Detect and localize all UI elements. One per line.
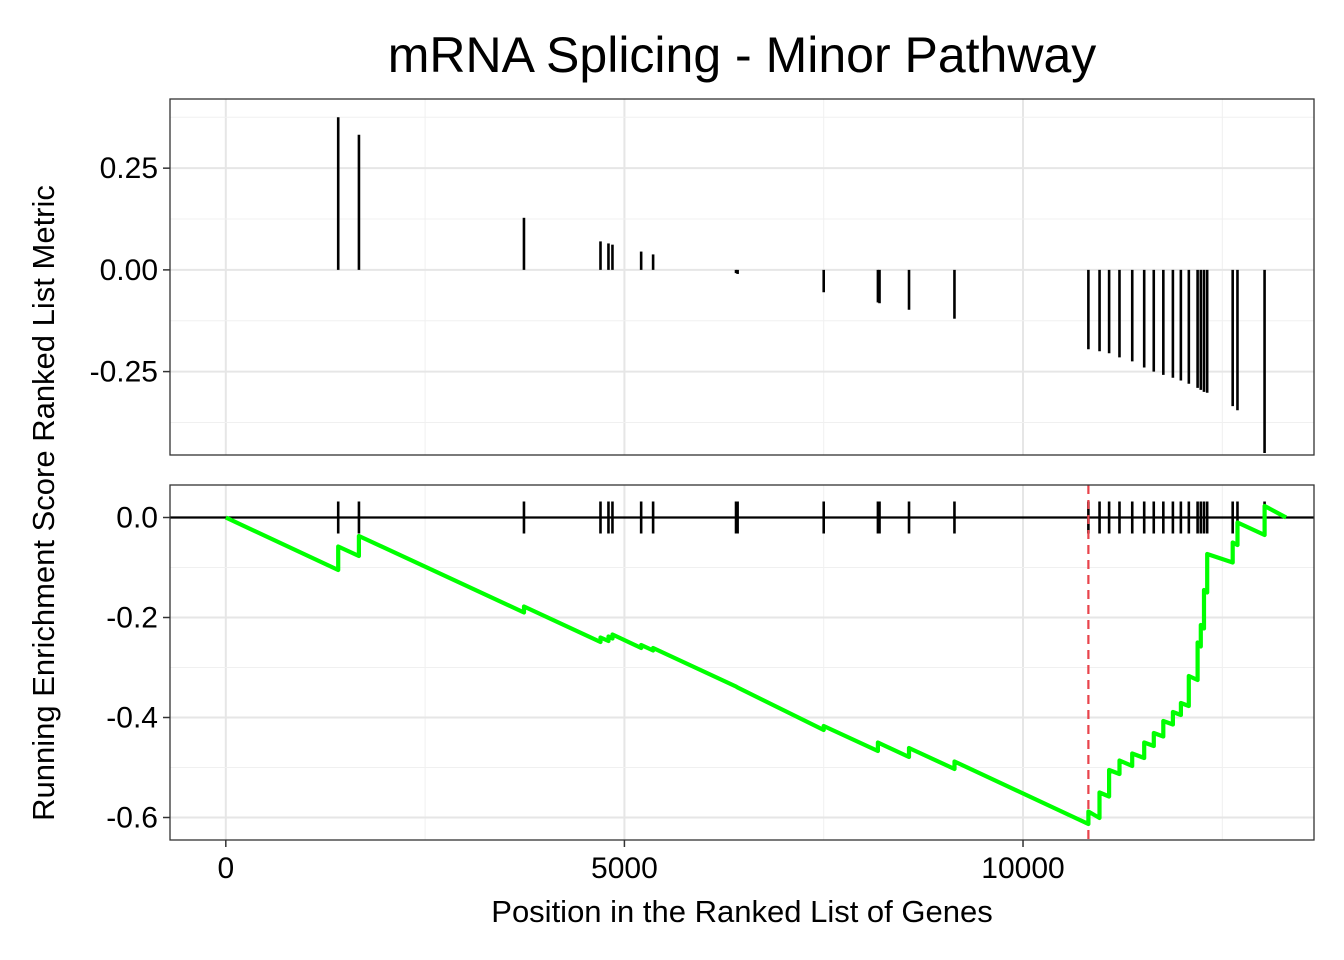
y-tick-label: 0.0 [116,502,158,535]
x-axis-label: Position in the Ranked List of Genes [491,894,992,929]
y-tick-label: -0.2 [106,602,158,635]
top-panel: 0.25 0.00 -0.25 [90,98,1315,456]
running-enrichment-score-line [224,503,1288,827]
bottom-panel-background [170,485,1314,840]
bottom-panel-y-axis: 0.0 -0.2 -0.4 -0.6 [106,502,170,835]
bottom-panel-border [169,484,1315,841]
y-tick-label: -0.4 [106,702,158,735]
chart-title: mRNA Splicing - Minor Pathway [388,27,1097,83]
x-tick-label: 0 [217,852,234,885]
top-panel-background [170,99,1314,455]
y-tick-label: -0.25 [90,356,158,389]
top-panel-y-axis: 0.25 0.00 -0.25 [90,152,170,389]
x-tick-label: 5000 [591,852,658,885]
bottom-panel: 0.0 -0.2 -0.4 -0.6 [106,484,1315,841]
running-score-layer [170,485,1314,840]
x-tick-label: 10000 [981,852,1064,885]
y-axis-label: Running Enrichment Score Ranked List Met… [26,185,61,821]
y-tick-label: -0.6 [106,802,158,835]
y-tick-label: 0.25 [100,152,158,185]
x-axis: 0 5000 10000 [217,840,1065,885]
ranked-metric-bars [336,117,1266,453]
y-tick-label: 0.00 [100,254,158,287]
top-panel-border [169,98,1315,456]
top-panel-grid [170,99,1314,455]
